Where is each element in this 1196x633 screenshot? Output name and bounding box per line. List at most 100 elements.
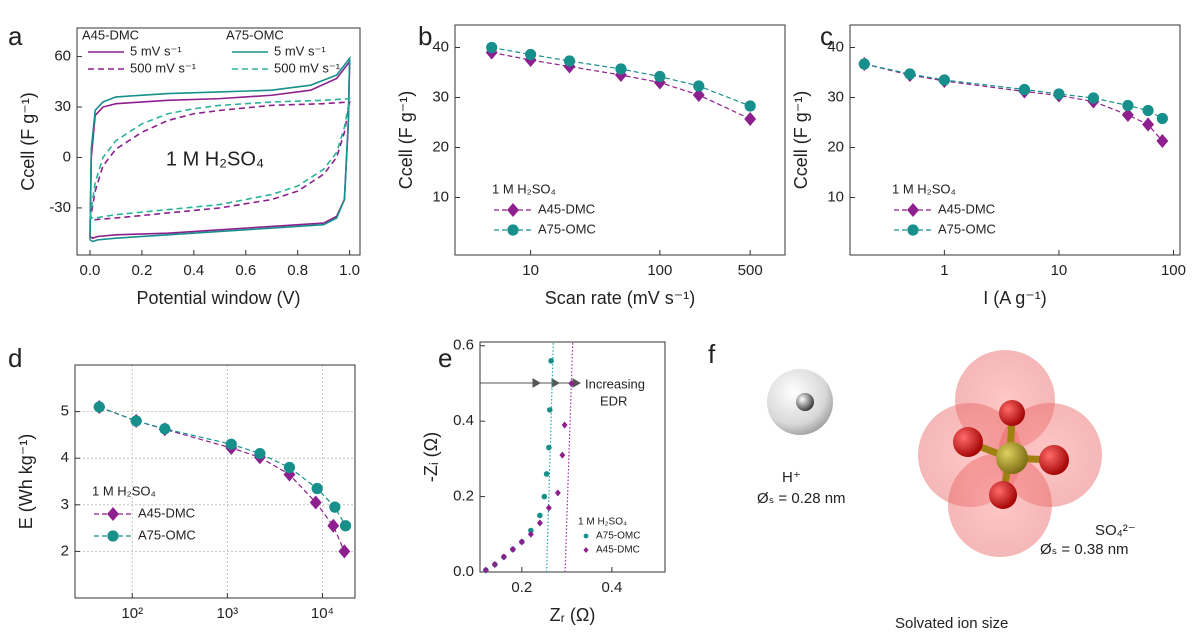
marker [546, 444, 552, 451]
marker [283, 461, 296, 474]
o-atom [953, 427, 983, 457]
marker [543, 471, 550, 477]
x-tick-label: 0.8 [287, 262, 308, 279]
legend-label: 500 mV s⁻¹ [274, 60, 341, 75]
legend-label: A75-OMC [938, 221, 996, 236]
anion-label: SO₄²⁻ [1095, 522, 1136, 539]
marker [1018, 83, 1031, 96]
fit-line [564, 342, 574, 572]
marker [563, 55, 576, 67]
y-tick-label: 0 [63, 148, 71, 165]
y-tick-label: 4 [61, 449, 69, 466]
panel-label: a [8, 21, 23, 51]
plot-area [89, 55, 351, 243]
legend-label: A45-DMC [596, 545, 640, 556]
marker [561, 421, 568, 429]
plot-area [864, 63, 1163, 142]
plot-area [546, 342, 574, 572]
anion-size: Øₛ = 0.38 nm [1040, 541, 1129, 558]
cation-label: H⁺ [782, 469, 801, 486]
panel-label: d [8, 343, 22, 373]
marker [554, 489, 561, 497]
o-atom [999, 400, 1025, 426]
y-tick-label: 20 [432, 138, 449, 155]
marker [527, 530, 534, 538]
x-tick-label: 10² [121, 605, 143, 622]
marker [545, 504, 552, 512]
plot-frame [74, 364, 356, 599]
legend-label: A45-DMC [138, 505, 195, 520]
x-tick-label: 0.2 [131, 262, 152, 279]
legend-label: A75-OMC [538, 221, 596, 236]
marker [525, 48, 537, 61]
x-axis-label: Zᵣ (Ω) [550, 605, 596, 625]
marker [904, 68, 916, 80]
legend-label: 500 mV s⁻¹ [130, 60, 197, 75]
marker [1156, 112, 1168, 125]
y-tick-label: 10 [432, 188, 449, 205]
legend-marker [907, 224, 919, 236]
x-axis-label: P (W kg⁻¹) [172, 631, 257, 633]
y-axis-label: Ccell (F g⁻¹) [396, 91, 416, 190]
plot-frame [76, 27, 361, 256]
x-tick-label: 10 [1051, 262, 1068, 279]
series-line [864, 63, 1163, 120]
marker [1121, 108, 1134, 122]
annotation: EDR [600, 393, 627, 408]
series-line [89, 97, 351, 219]
marker [254, 447, 266, 460]
y-tick-label: 0.0 [453, 563, 474, 580]
legend-title: 1 M H₂SO₄ [92, 483, 156, 498]
x-tick-label: 0.6 [235, 262, 256, 279]
y-tick-label: 40 [827, 38, 844, 55]
marker [693, 80, 705, 92]
marker [225, 438, 237, 450]
y-tick-label: 20 [827, 138, 844, 155]
y-axis-label: E (Wh kg⁻¹) [16, 434, 36, 530]
legend-marker [107, 507, 119, 521]
series-line [89, 55, 351, 243]
x-tick-label: 1.0 [339, 262, 360, 279]
x-axis-label: Potential window (V) [136, 288, 300, 308]
o-atom [1039, 445, 1069, 475]
marker [327, 518, 340, 533]
o-atom [989, 481, 1017, 509]
marker [615, 63, 627, 75]
marker [509, 545, 516, 553]
x-tick-label: 0.4 [183, 262, 204, 279]
legend-label: A75-OMC [596, 531, 640, 542]
legend-title: 1 M H₂SO₄ [892, 181, 956, 196]
marker [518, 538, 525, 546]
legend-title: 1 M H₂SO₄ [578, 517, 627, 528]
x-tick-label: 100 [647, 262, 672, 279]
ion-diagram [767, 350, 1102, 557]
legend-label: A45-DMC [538, 201, 595, 216]
legend-marker [507, 224, 519, 236]
legend-title: 1 M H₂SO₄ [492, 181, 556, 196]
x-tick-label: 10 [522, 262, 539, 279]
x-axis-label: I (A g⁻¹) [983, 288, 1047, 308]
legend-marker [107, 530, 119, 542]
marker [486, 41, 498, 54]
x-tick-label: 100 [1161, 262, 1186, 279]
caption: Solvated ion size [895, 615, 1008, 632]
y-axis-label: Ccell (F g⁻¹) [18, 92, 38, 191]
y-tick-label: 10 [827, 188, 844, 205]
y-tick-label: 0.4 [453, 412, 474, 429]
legend-marker [583, 533, 589, 539]
marker [338, 544, 351, 559]
marker [537, 512, 543, 519]
y-tick-label: 30 [54, 98, 71, 115]
h-atom [796, 393, 814, 411]
x-tick-label: 0.0 [80, 262, 101, 279]
marker [938, 74, 950, 86]
marker [536, 519, 543, 527]
panel-label: b [418, 21, 432, 51]
y-tick-label: 5 [61, 403, 69, 420]
marker [482, 566, 489, 574]
marker [744, 112, 757, 126]
fit-line [546, 342, 554, 572]
x-tick-label: 0.4 [601, 579, 622, 596]
marker [858, 58, 870, 70]
